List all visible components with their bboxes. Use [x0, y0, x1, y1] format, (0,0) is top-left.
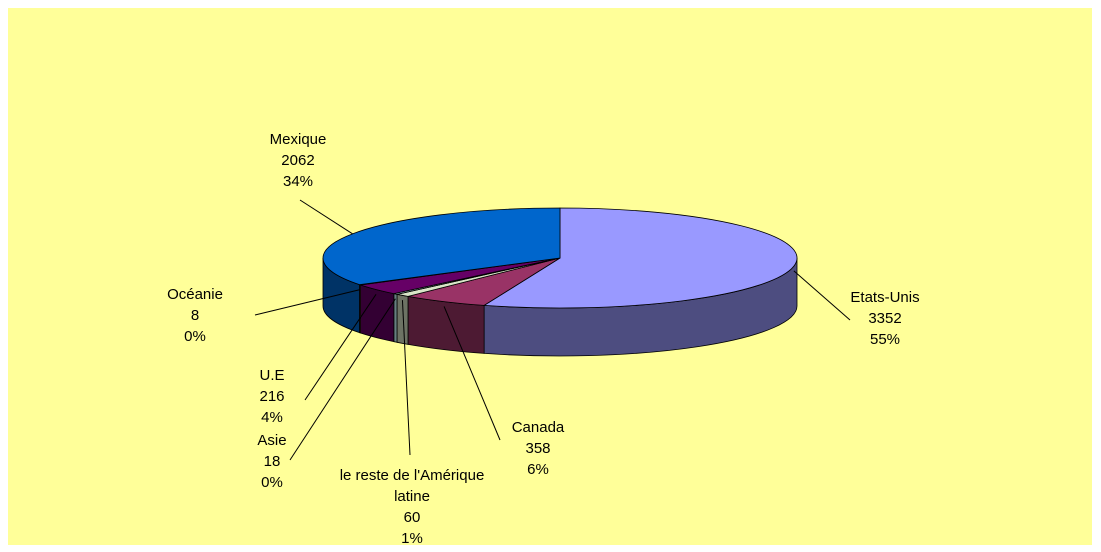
slice-side: [407, 295, 485, 354]
label-value: 2062: [281, 152, 315, 169]
label-percent: 0%: [261, 474, 283, 491]
data-label: Océanie 8 0%: [167, 284, 223, 347]
slice: [482, 207, 798, 309]
label-percent: 0%: [184, 328, 206, 345]
data-label: U.E 216 4%: [259, 365, 284, 428]
label-value: 358: [525, 440, 551, 457]
slice: [322, 207, 561, 286]
label-name: Océanie: [167, 286, 223, 303]
slice-side: [360, 284, 395, 343]
leader-line: [401, 300, 411, 456]
label-percent: 1%: [401, 530, 423, 547]
label-percent: 55%: [869, 331, 901, 348]
label-value: 216: [259, 388, 285, 405]
leader-line: [254, 289, 361, 316]
label-percent: 34%: [282, 173, 314, 190]
leader-line: [299, 199, 353, 235]
label-name: le reste de l'Amérique latine: [339, 467, 485, 505]
label-name: Canada: [511, 419, 565, 436]
label-name: U.E: [259, 367, 285, 384]
label-value: 60: [403, 509, 421, 526]
data-label: Asie 18 0%: [257, 430, 286, 493]
label-value: 3352: [868, 310, 902, 327]
label-name: Asie: [257, 432, 287, 449]
data-label: Canada 358 6%: [512, 417, 565, 480]
data-label: le reste de l'Amérique latine 60 1%: [327, 465, 497, 549]
label-name: Mexique: [269, 131, 327, 148]
leader-line: [289, 298, 396, 461]
data-label: Mexique 2062 34%: [270, 129, 327, 192]
label-value: 18: [263, 453, 281, 470]
label-percent: 6%: [527, 461, 549, 478]
data-label: Etats-Unis 3352 55%: [850, 287, 919, 350]
label-percent: 4%: [261, 409, 283, 426]
label-name: Etats-Unis: [850, 289, 920, 306]
leader-line: [793, 270, 851, 321]
label-value: 8: [190, 307, 200, 324]
leader-line: [443, 306, 501, 441]
leader-line: [304, 294, 377, 401]
